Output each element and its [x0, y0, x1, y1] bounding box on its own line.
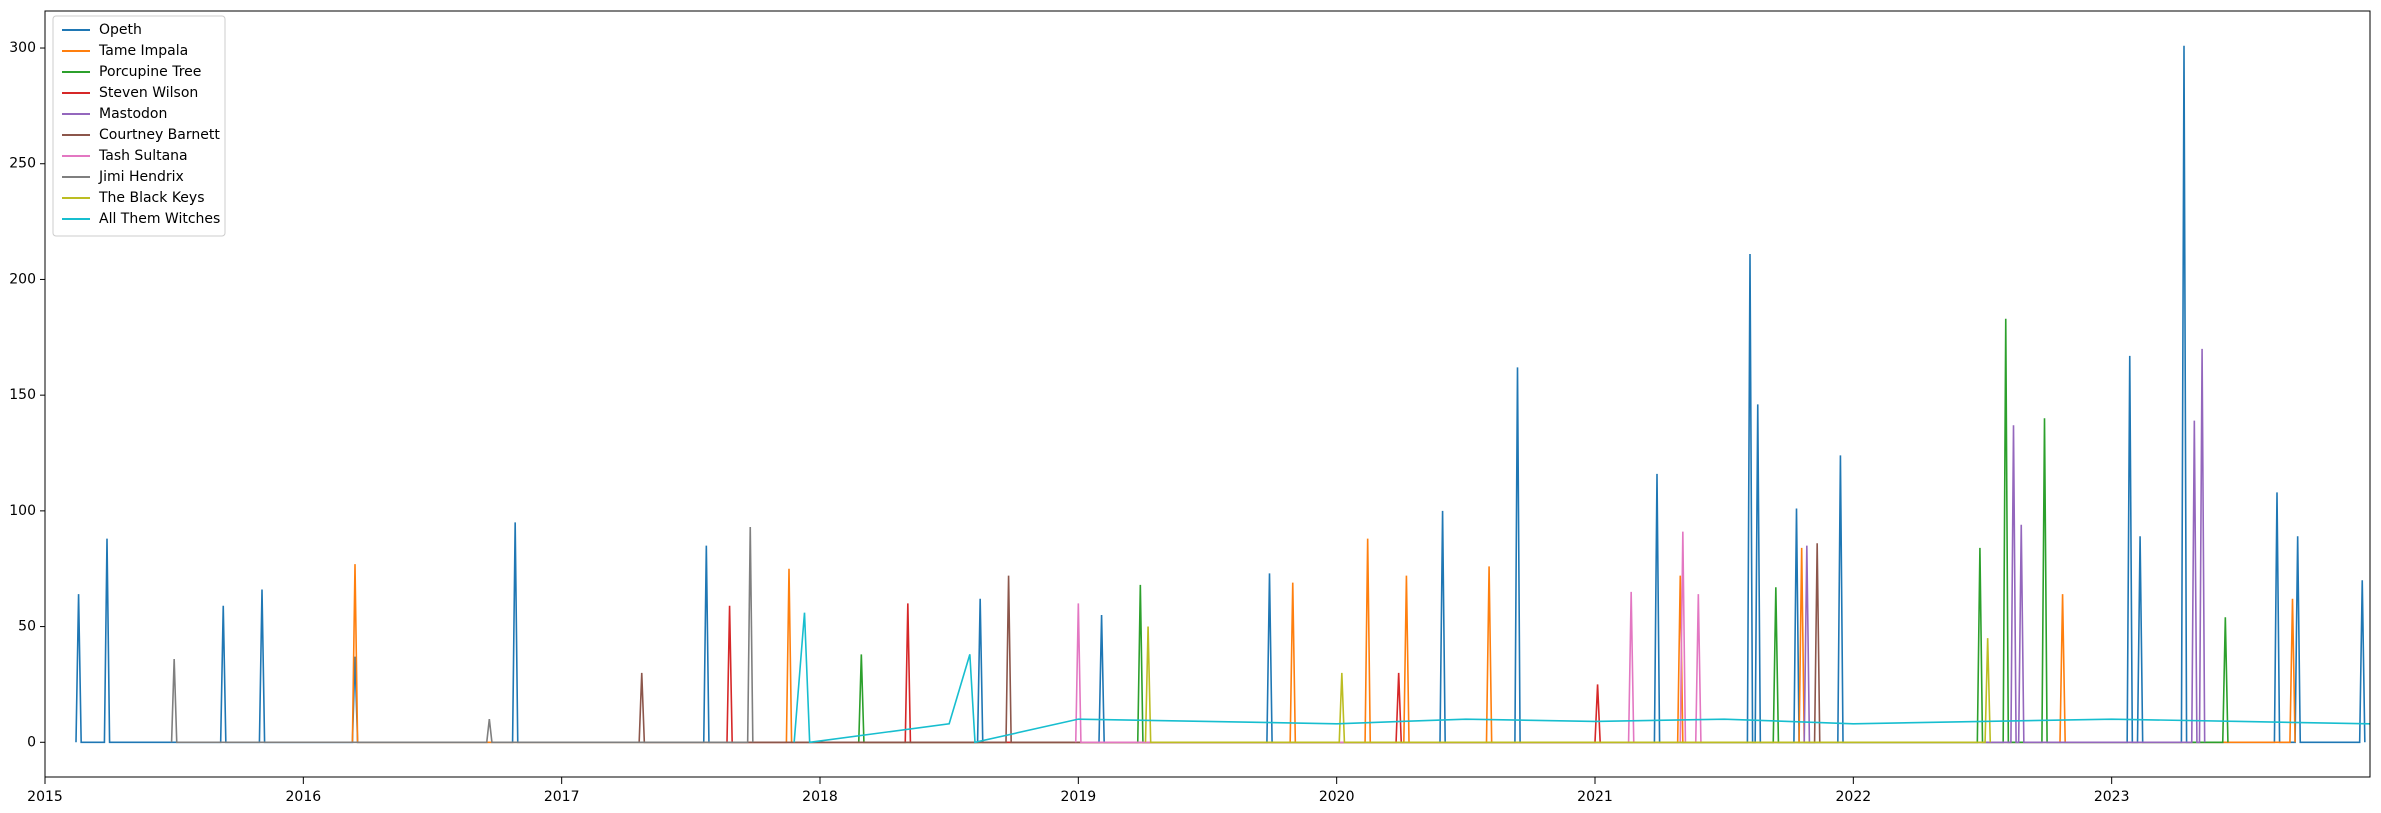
- x-tick-label: 2021: [1577, 789, 1613, 805]
- x-tick-label: 2016: [286, 789, 322, 805]
- legend-label: Mastodon: [99, 106, 167, 122]
- x-tick-label: 2015: [27, 789, 63, 805]
- legend-label: Steven Wilson: [99, 85, 198, 101]
- y-tick-label: 100: [9, 503, 36, 519]
- y-tick-label: 250: [9, 156, 36, 172]
- series-line: [170, 527, 754, 744]
- y-tick-label: 150: [9, 387, 36, 403]
- legend-label: The Black Keys: [98, 190, 205, 206]
- legend-label: Opeth: [99, 22, 142, 38]
- x-tick-label: 2018: [802, 789, 838, 805]
- x-tick-label: 2019: [1061, 789, 1097, 805]
- series-line: [638, 543, 1821, 744]
- series-line: [1074, 531, 1702, 744]
- y-tick-label: 200: [9, 271, 36, 287]
- x-tick-label: 2020: [1319, 789, 1355, 805]
- series-line: [857, 318, 2229, 744]
- legend-label: Tame Impala: [98, 43, 188, 59]
- legend-label: Courtney Barnett: [99, 127, 220, 143]
- legend-label: All Them Witches: [99, 211, 220, 227]
- legend-label: Jimi Hendrix: [98, 169, 184, 185]
- series-line: [75, 45, 2366, 744]
- x-tick-label: 2017: [544, 789, 580, 805]
- x-tick-label: 2023: [2094, 789, 2130, 805]
- series-line: [1144, 626, 1992, 744]
- series-line: [793, 612, 2370, 744]
- plot-frame: [44, 10, 2371, 778]
- y-tick-label: 0: [27, 734, 36, 750]
- y-tick-label: 50: [18, 619, 36, 635]
- legend-box: [52, 15, 226, 237]
- y-tick-label: 300: [9, 40, 36, 56]
- x-tick-label: 2022: [1836, 789, 1872, 805]
- legend-label: Porcupine Tree: [99, 64, 201, 80]
- legend-label: Tash Sultana: [98, 148, 188, 164]
